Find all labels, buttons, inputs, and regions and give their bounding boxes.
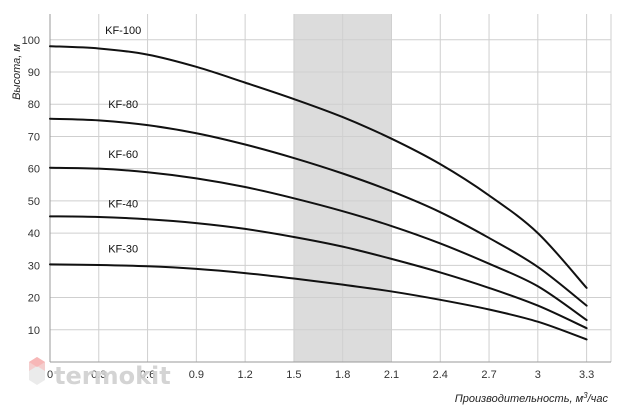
x-tick-label: 0.9: [189, 369, 204, 381]
y-tick-label: 10: [28, 325, 40, 337]
grid-lines: [50, 14, 612, 362]
watermark-text: termokit: [54, 362, 171, 390]
series-line-kf-100: [49, 45, 588, 289]
y-axis-title: Высота, м: [11, 44, 23, 100]
series-labels: KF-100 KF-80 KF-60 KF-40 KF-30: [105, 25, 141, 255]
x-tick-label: 0.3: [91, 369, 106, 381]
series-line-kf-60: [49, 166, 588, 322]
x-tick-label: 1.5: [286, 369, 301, 381]
x-tick-label: 3: [535, 369, 541, 381]
y-tick-label: 40: [28, 228, 40, 240]
x-tick-label: 0.6: [140, 369, 155, 381]
x-tick-label: 2.7: [481, 369, 496, 381]
series-curves: [49, 45, 588, 341]
series-line-kf-30: [49, 263, 588, 341]
y-tick-labels: 10 20 30 40 50 60 70 80 90 100: [22, 35, 40, 337]
y-tick-label: 80: [28, 99, 40, 111]
series-label-kf-60: KF-60: [108, 149, 138, 161]
y-tick-label: 60: [28, 164, 40, 176]
watermark-logo: termokit: [29, 357, 171, 390]
x-tick-labels: 0 0.3 0.6 0.9 1.2 1.5 1.8 2.1 2.4 2.7 3 3.3: [47, 369, 594, 381]
series-label-kf-40: KF-40: [108, 198, 138, 210]
series-line-kf-40: [49, 215, 588, 330]
y-tick-label: 50: [28, 196, 40, 208]
series-label-kf-30: KF-30: [108, 244, 138, 256]
series-label-kf-80: KF-80: [108, 99, 138, 111]
x-tick-label: 0: [47, 369, 53, 381]
logo-hexagon-icon: [29, 357, 45, 385]
y-tick-label: 70: [28, 131, 40, 143]
series-label-kf-100: KF-100: [105, 25, 141, 37]
series-line-kf-80: [49, 117, 588, 307]
y-tick-label: 90: [28, 67, 40, 79]
x-tick-label: 2.4: [433, 369, 448, 381]
x-axis-title: Производительность, м3/час: [455, 391, 609, 405]
x-tick-label: 1.8: [335, 369, 350, 381]
x-tick-label: 3.3: [579, 369, 594, 381]
y-tick-label: 100: [22, 35, 40, 47]
y-tick-label: 20: [28, 293, 40, 305]
x-tick-label: 1.2: [237, 369, 252, 381]
x-tick-label: 2.1: [384, 369, 399, 381]
y-tick-label: 30: [28, 260, 40, 272]
